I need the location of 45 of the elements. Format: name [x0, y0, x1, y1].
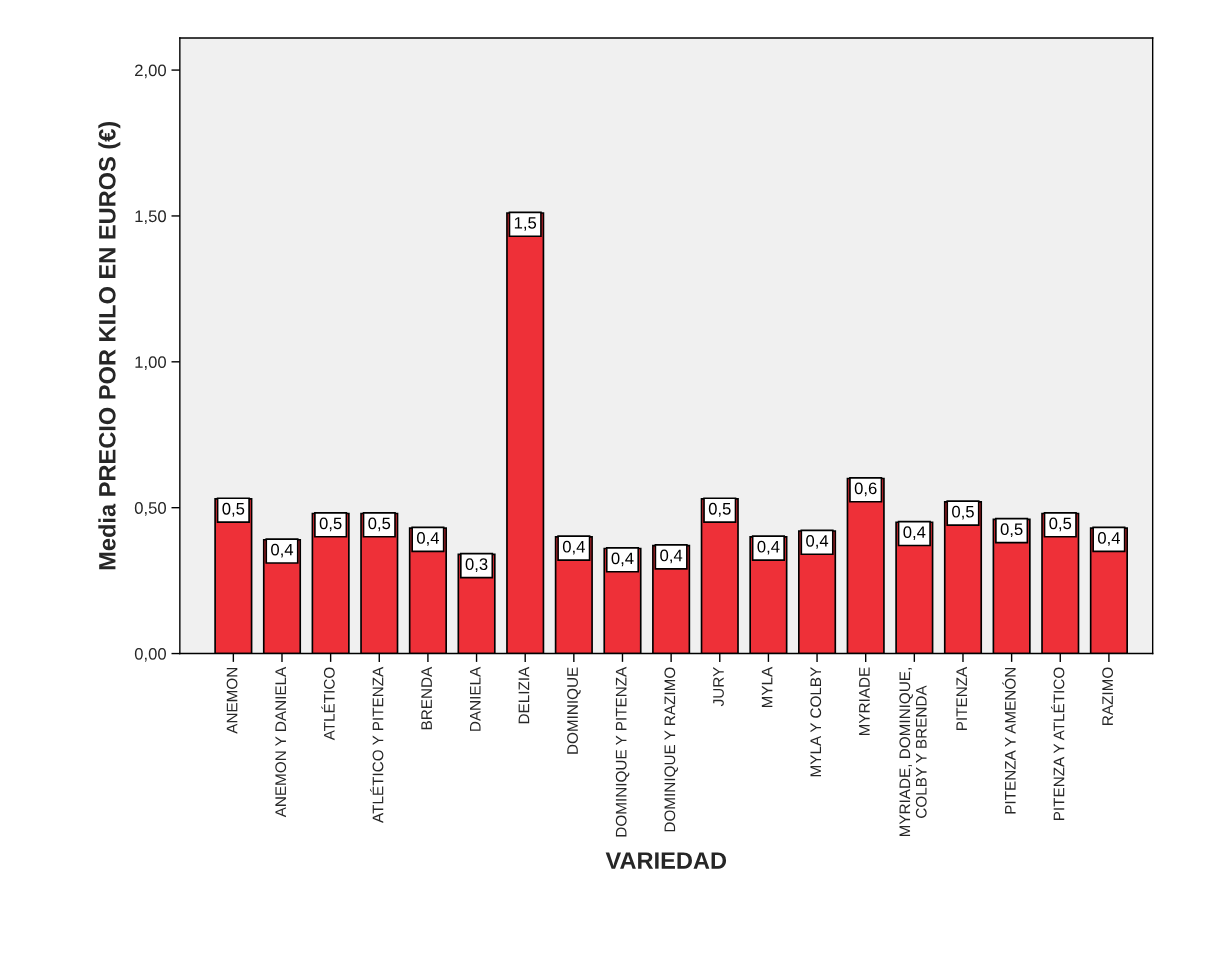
- data-label: 0,5: [319, 517, 342, 532]
- x-tick-label: MYLA Y COLBY: [810, 667, 822, 777]
- data-label: 0,5: [1000, 523, 1023, 538]
- y-axis-title: Media PRECIO POR KILO EN EUROS (€): [98, 121, 121, 570]
- x-tick-label: RAZIMO: [1102, 667, 1114, 725]
- data-label: 0,4: [806, 534, 829, 549]
- data-label: 0,4: [903, 526, 926, 540]
- data-label: 0,4: [562, 540, 585, 555]
- x-tick-label: PITENZA Y ATLÉTICO: [1050, 667, 1065, 821]
- data-label: 0,5: [1049, 517, 1072, 532]
- data-label: 0,4: [416, 532, 440, 546]
- x-tick-label: ATLÉTICO: [321, 667, 335, 741]
- x-tick-label: BRENDA: [421, 666, 432, 730]
- x-tick-label: PITENZA Y AMENÓN: [1002, 668, 1016, 814]
- x-tick-label: DANIELA: [470, 666, 481, 731]
- data-label: 0,5: [952, 505, 974, 520]
- x-tick-label: DELIZIA: [518, 666, 530, 724]
- y-tick-label: 2,00: [135, 64, 166, 79]
- x-tick-label: DOMINIQUE Y PITENZA: [615, 666, 630, 837]
- y-tick-label: 0,50: [134, 502, 166, 516]
- x-tick-label: MYRIADE, DOMINIQUE, COLBY Y BRENDA: [899, 668, 927, 837]
- x-tick-label: ANEMON: [226, 668, 238, 734]
- data-label: 0,4: [660, 549, 683, 564]
- x-tick-label: ATLÉTICO Y PITENZA: [369, 666, 384, 823]
- data-label: 0,4: [757, 540, 780, 555]
- x-tick-label: MYRIADE: [859, 667, 870, 736]
- x-axis-title: VARIEDAD: [605, 852, 727, 869]
- data-label: 0,6: [854, 482, 877, 497]
- data-label: 0,4: [271, 543, 294, 558]
- x-tick-label: PITENZA: [956, 666, 967, 731]
- data-label: 0,5: [368, 517, 391, 532]
- y-tick-label: 0,00: [134, 647, 166, 662]
- x-tick-label: ANEMON Y DANIELA: [275, 666, 287, 818]
- x-tick-label: JURY: [713, 667, 724, 707]
- data-label: 1,5: [514, 217, 537, 231]
- data-label: 0,4: [611, 552, 634, 567]
- x-tick-label: DOMINIQUE Y RAZIMO: [664, 667, 678, 832]
- data-label: 0,4: [1097, 532, 1120, 546]
- data-label: 0,3: [465, 558, 488, 573]
- data-label: 0,5: [708, 502, 731, 517]
- data-label: 0,5: [222, 502, 245, 517]
- y-tick-label: 1,50: [135, 210, 166, 225]
- x-tick-label: DOMINIQUE: [567, 667, 581, 754]
- y-tick-label: 1,00: [135, 356, 166, 370]
- x-tick-label: MYLA: [761, 666, 773, 708]
